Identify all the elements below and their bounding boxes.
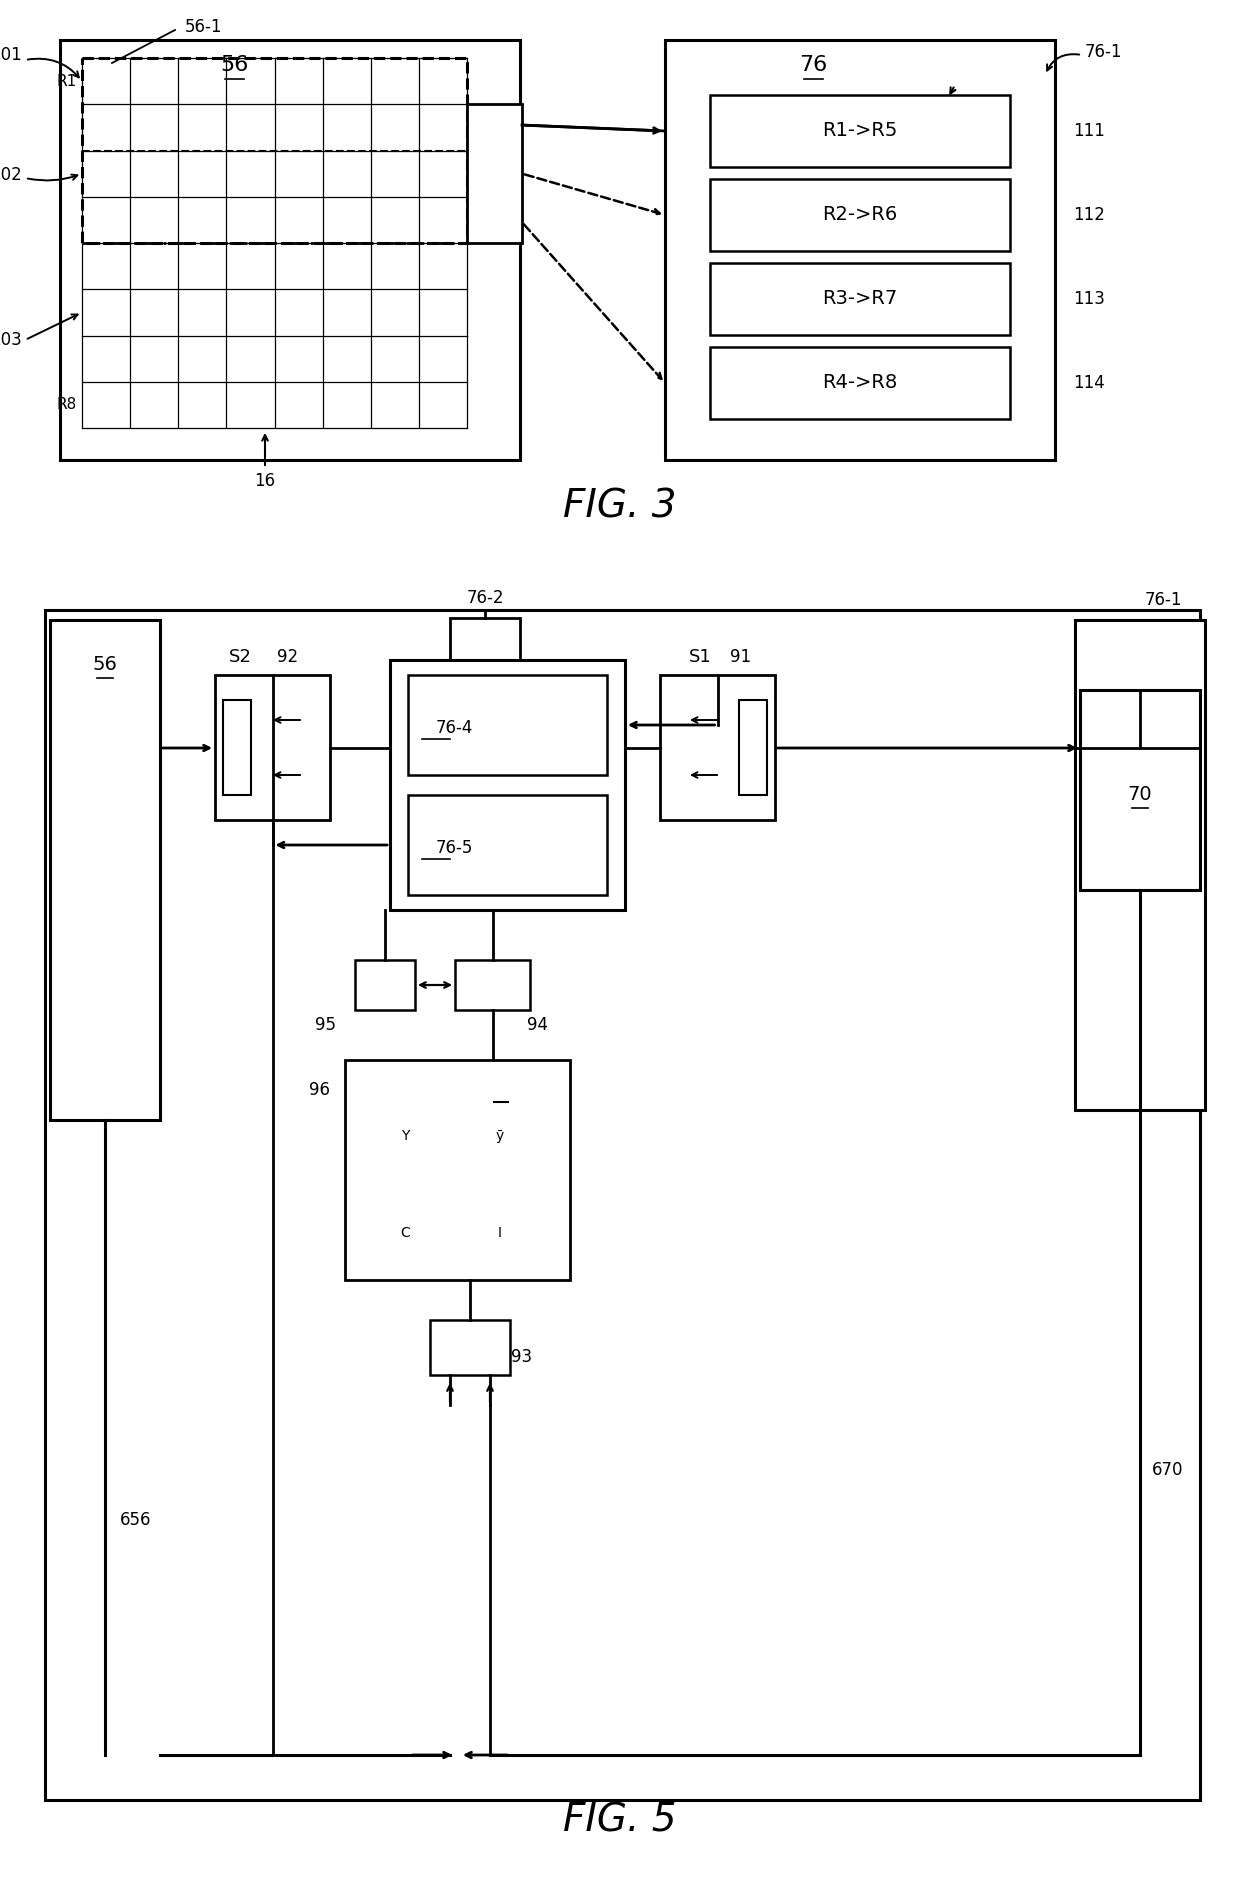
Text: 670: 670	[1152, 1461, 1183, 1479]
Text: 93: 93	[511, 1349, 532, 1366]
Text: 112: 112	[1073, 206, 1105, 225]
Text: S2: S2	[228, 647, 252, 666]
Text: 56: 56	[221, 55, 249, 75]
Text: FIG. 5: FIG. 5	[563, 1800, 677, 1840]
Text: 111: 111	[1073, 123, 1105, 140]
Text: ȳ: ȳ	[496, 1128, 505, 1144]
Bar	[82, 58, 467, 243]
Text: 96: 96	[309, 1081, 330, 1098]
Bar	[430, 1321, 510, 1376]
Text: R8: R8	[57, 398, 77, 413]
Text: 76-2: 76-2	[466, 589, 503, 608]
Text: R3->R7: R3->R7	[822, 289, 898, 308]
Text: 56-1: 56-1	[185, 19, 222, 36]
Bar	[711, 347, 1011, 419]
Bar	[711, 262, 1011, 336]
Bar	[408, 794, 608, 894]
Text: 95: 95	[315, 1015, 336, 1034]
Text: 102: 102	[0, 166, 22, 185]
Text: 103: 103	[0, 330, 22, 349]
Bar	[408, 676, 608, 776]
Bar	[711, 94, 1011, 168]
Text: FIG. 3: FIG. 3	[563, 489, 677, 526]
Bar	[391, 660, 625, 910]
Text: R4->R8: R4->R8	[822, 374, 898, 392]
Text: 16: 16	[254, 472, 275, 491]
Text: 113: 113	[1073, 291, 1105, 308]
Text: 76-1: 76-1	[1085, 43, 1122, 60]
Text: 91: 91	[730, 647, 751, 666]
Text: I: I	[498, 1227, 502, 1240]
Text: C: C	[401, 1227, 410, 1240]
Bar	[50, 621, 160, 1121]
Bar	[739, 700, 768, 794]
Text: 94: 94	[527, 1015, 548, 1034]
Text: 114: 114	[1073, 374, 1105, 392]
Bar	[215, 676, 330, 821]
Text: 656: 656	[120, 1511, 151, 1528]
Bar	[1080, 691, 1200, 891]
Bar	[60, 40, 520, 460]
Text: 56: 56	[93, 655, 118, 674]
Bar	[450, 619, 520, 660]
Bar	[665, 40, 1055, 460]
Bar	[45, 610, 1200, 1800]
Text: 76-1: 76-1	[1145, 591, 1183, 610]
Text: R2->R6: R2->R6	[822, 206, 898, 225]
Bar	[1075, 621, 1205, 1110]
Text: 92: 92	[277, 647, 298, 666]
Text: Y: Y	[401, 1128, 409, 1144]
Text: 101: 101	[0, 45, 22, 64]
Text: 70: 70	[1127, 785, 1152, 804]
Bar	[467, 104, 522, 243]
Bar	[223, 700, 250, 794]
Text: R1->R5: R1->R5	[822, 121, 898, 140]
Text: 76: 76	[799, 55, 827, 75]
Text: R1: R1	[57, 74, 77, 89]
Bar	[355, 960, 415, 1010]
Bar	[455, 960, 529, 1010]
Text: 76-4: 76-4	[436, 719, 474, 738]
Bar	[711, 179, 1011, 251]
Bar	[660, 676, 775, 821]
Bar	[345, 1060, 570, 1279]
Text: S1: S1	[688, 647, 712, 666]
Text: 76-5: 76-5	[436, 840, 474, 857]
